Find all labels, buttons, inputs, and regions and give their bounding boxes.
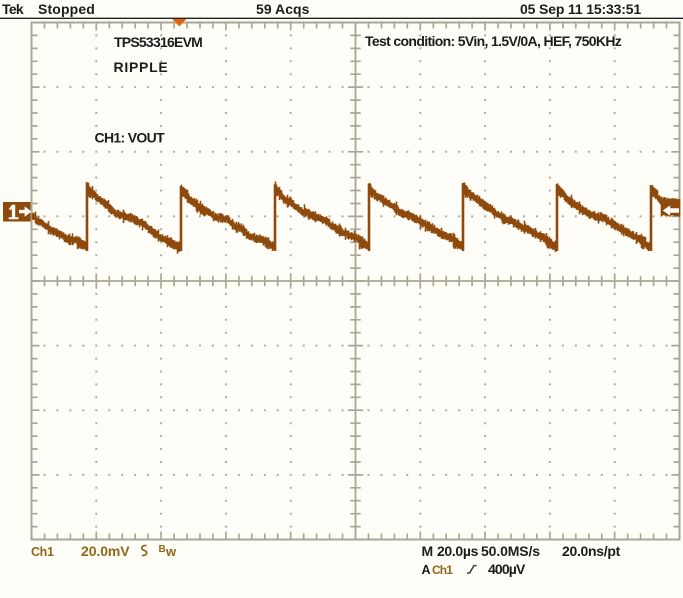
svg-text:20.0µs: 20.0µs [437,543,479,559]
svg-text:Test condition: 5Vin, 1.5V/0A,: Test condition: 5Vin, 1.5V/0A, HEF, 750K… [365,33,622,49]
svg-text:CH1: VOUT: CH1: VOUT [95,130,166,146]
svg-text:05 Sep 11 15:33:51: 05 Sep 11 15:33:51 [520,1,641,17]
svg-text:Tek: Tek [2,1,24,17]
svg-text:Stopped: Stopped [38,1,95,17]
svg-text:A: A [422,563,431,577]
svg-text:B: B [159,544,166,555]
svg-text:Ch1: Ch1 [31,545,54,559]
svg-text:20.0mV: 20.0mV [81,543,130,559]
svg-text:59 Acqs: 59 Acqs [256,1,310,17]
svg-text:50.0MS/s: 50.0MS/s [481,543,540,559]
svg-text:Ch1: Ch1 [432,563,453,577]
svg-text:M: M [422,543,434,559]
svg-text:20.0ns/pt: 20.0ns/pt [562,543,621,559]
svg-text:TPS53316EVM: TPS53316EVM [114,34,202,50]
svg-text:RIPPLE: RIPPLE [114,59,169,75]
svg-text:400µV: 400µV [488,561,526,577]
svg-text:w: w [165,544,177,559]
